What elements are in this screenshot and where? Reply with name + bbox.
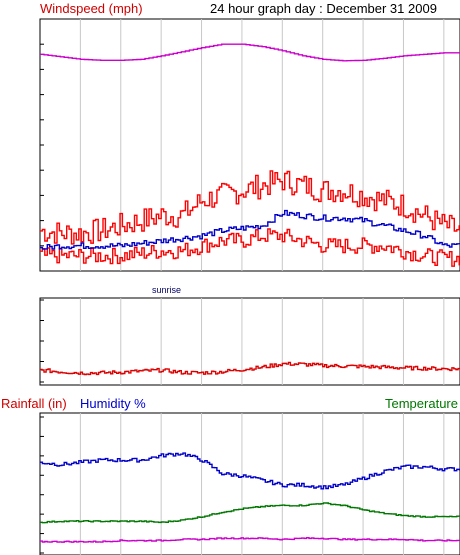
direction-panel (39, 297, 460, 386)
wind-gust-high-series (40, 170, 460, 245)
wind-direction-series (40, 361, 460, 376)
rainfall-series (40, 537, 460, 543)
wind-series-magenta (40, 43, 460, 62)
chart-title: Windspeed (mph) (40, 1, 143, 16)
humidity-panel (39, 412, 460, 555)
temperature-series (40, 502, 460, 524)
chart-subtitle: 24 hour graph day : December 31 2009 (210, 1, 437, 16)
temperature-title: Temperature (385, 396, 458, 411)
humidity-title: Humidity % (80, 396, 146, 411)
humidity-series (40, 452, 460, 490)
sunrise-label: sunrise (152, 285, 181, 295)
wind-average-series (40, 209, 460, 250)
wind-gust-low-series (40, 228, 460, 267)
rainfall-title: Rainfall (in) (1, 396, 67, 411)
